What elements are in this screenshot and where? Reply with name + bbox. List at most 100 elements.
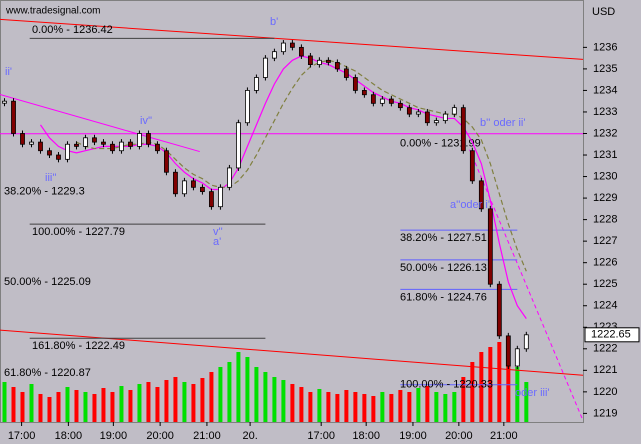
y-tick-label: 1221 <box>593 364 617 376</box>
y-tick-label: 1226 <box>593 257 617 269</box>
volume-bar <box>200 378 205 422</box>
volume-bar <box>254 367 259 422</box>
y-tick-label: 1225 <box>593 278 617 290</box>
candle <box>47 150 52 156</box>
volume-bar <box>137 384 142 422</box>
y-tick-label: 1235 <box>593 63 617 75</box>
volume-bar <box>155 387 160 422</box>
candle <box>20 133 25 145</box>
candle <box>406 107 412 115</box>
y-tick-label: 1231 <box>593 149 617 161</box>
volume-bar <box>461 377 466 422</box>
trend-line <box>0 329 584 376</box>
x-tick-label: 21:00 <box>193 430 221 442</box>
volume-bar <box>308 392 313 422</box>
candle <box>361 90 367 96</box>
candle <box>325 59 331 63</box>
volume-bar <box>128 390 133 422</box>
fib-label: 0.00% - 1231.99 <box>400 138 481 150</box>
volume-bar <box>218 367 223 422</box>
candle <box>137 133 142 147</box>
source-logo: www.tradesignal.com <box>5 6 100 17</box>
candle <box>254 77 259 91</box>
candle <box>415 111 421 115</box>
candle <box>523 334 529 350</box>
volume-bar <box>110 392 115 422</box>
wave-label: a''oder i' <box>450 199 490 211</box>
candle <box>388 98 394 104</box>
candle <box>487 208 493 285</box>
candle <box>263 57 268 78</box>
volume-bar <box>29 384 34 422</box>
volume-bar <box>2 382 7 422</box>
candle <box>397 102 403 109</box>
candle <box>469 150 475 182</box>
y-tick-label: 1229 <box>593 192 617 204</box>
candle <box>2 100 7 104</box>
candle <box>352 77 358 91</box>
volume-bar <box>317 389 322 422</box>
trend-line <box>0 94 200 153</box>
candle <box>182 180 187 195</box>
volume-bar <box>65 387 70 422</box>
wave-label: b'' oder ii' <box>480 117 525 129</box>
y-tick-label: 1228 <box>593 214 617 226</box>
y-tick-label: 1219 <box>593 407 617 419</box>
x-tick-label: 17:00 <box>8 430 36 442</box>
candle <box>83 137 88 147</box>
candle <box>110 143 115 152</box>
volume-bar <box>119 386 124 422</box>
candle <box>227 167 232 188</box>
candle <box>164 150 169 173</box>
candle <box>155 143 160 152</box>
last-price: 1222.65 <box>591 329 631 341</box>
volume-bar <box>434 392 439 422</box>
candle <box>209 191 214 208</box>
volume-bar <box>380 392 385 422</box>
volume-bar <box>74 390 79 422</box>
y-tick-label: 1234 <box>593 84 617 96</box>
candle <box>460 107 466 152</box>
wave-label: b' <box>270 16 278 28</box>
candle <box>119 141 124 152</box>
candle <box>298 46 304 57</box>
volume-bar <box>506 357 511 422</box>
candle <box>478 180 484 210</box>
wave-label: a' <box>213 236 221 248</box>
volume-bar <box>236 352 241 422</box>
candle <box>433 120 439 124</box>
volume-bar <box>182 382 187 422</box>
fib-label: 38.20% - 1227.51 <box>400 232 487 244</box>
candle <box>307 55 313 65</box>
candle <box>74 143 79 147</box>
candle <box>101 141 106 145</box>
candle <box>334 62 340 70</box>
volume-bar <box>272 377 277 422</box>
candle <box>29 141 34 145</box>
volume-bar <box>164 380 169 422</box>
candle <box>514 348 520 367</box>
plot-frame <box>0 0 584 423</box>
volume-bar <box>425 386 430 422</box>
candle <box>442 113 448 121</box>
wave-label: oder iii' <box>515 387 550 399</box>
currency-label: USD <box>592 6 615 18</box>
x-tick-label: 20:00 <box>445 430 473 442</box>
fib-label: 61.80% - 1224.76 <box>400 291 487 303</box>
candle <box>11 100 16 134</box>
volume-bar <box>245 357 250 422</box>
volume-bar <box>452 392 457 422</box>
candle <box>65 143 70 160</box>
x-tick-label: 20:00 <box>146 430 174 442</box>
candle <box>281 42 286 53</box>
candle <box>370 94 376 104</box>
fib-label: 100.00% - 1227.79 <box>32 226 125 238</box>
wave-label: v'' <box>213 226 223 238</box>
candle <box>146 133 151 145</box>
volume-bar <box>83 392 88 422</box>
candle <box>316 59 322 65</box>
volume-bar <box>290 384 295 422</box>
volume-bar <box>11 387 16 422</box>
y-tick-label: 1227 <box>593 235 617 247</box>
